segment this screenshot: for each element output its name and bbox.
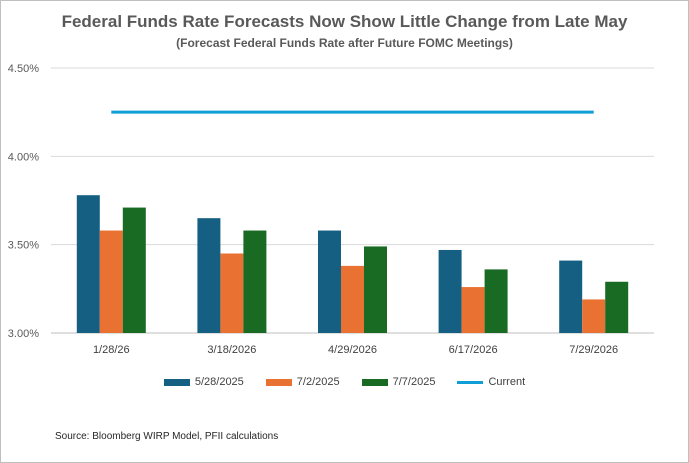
legend-label: 7/7/2025 — [392, 376, 436, 388]
legend-item: 7/7/2025 — [361, 376, 436, 388]
x-tick-label: 7/29/2026 — [569, 344, 618, 356]
bar-0-1 — [197, 218, 221, 333]
source-note: Source: Bloomberg WIRP Model, PFII calcu… — [55, 431, 279, 442]
legend-swatch — [265, 378, 292, 386]
x-tick-label: 6/17/2026 — [449, 344, 498, 356]
legend-swatch — [361, 378, 388, 386]
bar-2-3 — [484, 269, 508, 333]
legend-item: 5/28/2025 — [163, 376, 244, 388]
bar-1-1 — [220, 253, 244, 333]
bar-2-4 — [605, 281, 629, 333]
y-tick-label: 3.00% — [8, 328, 39, 340]
bar-0-0 — [76, 195, 100, 333]
bar-1-4 — [582, 299, 606, 333]
legend-swatch — [457, 380, 484, 384]
legend-swatch — [163, 378, 190, 386]
legend-item: Current — [457, 376, 525, 388]
bar-0-2 — [318, 230, 341, 333]
bar-1-0 — [99, 230, 123, 333]
bar-2-0 — [122, 207, 146, 333]
x-tick-label: 4/29/2026 — [328, 344, 377, 356]
legend-label: 5/28/2025 — [194, 376, 244, 388]
bar-1-2 — [341, 265, 364, 333]
x-tick-label: 1/28/26 — [93, 344, 130, 356]
legend: 5/28/2025 7/2/2025 7/7/2025 Current — [1, 376, 688, 388]
bar-2-1 — [243, 230, 267, 333]
legend-label: Current — [488, 376, 526, 388]
y-tick-label: 4.50% — [8, 63, 39, 75]
x-tick-label: 3/18/2026 — [207, 344, 256, 356]
y-tick-label: 3.50% — [8, 240, 39, 252]
chart-subtitle: (Forecast Federal Funds Rate after Futur… — [176, 36, 513, 50]
legend-item: 7/2/2025 — [265, 376, 340, 388]
legend-label: 7/2/2025 — [296, 376, 340, 388]
bar-1-3 — [461, 287, 485, 333]
bar-0-4 — [559, 260, 583, 333]
bar-2-2 — [364, 246, 387, 333]
chart-title: Federal Funds Rate Forecasts Now Show Li… — [61, 12, 628, 31]
y-tick-label: 4.00% — [8, 151, 39, 163]
bar-0-3 — [438, 249, 462, 333]
